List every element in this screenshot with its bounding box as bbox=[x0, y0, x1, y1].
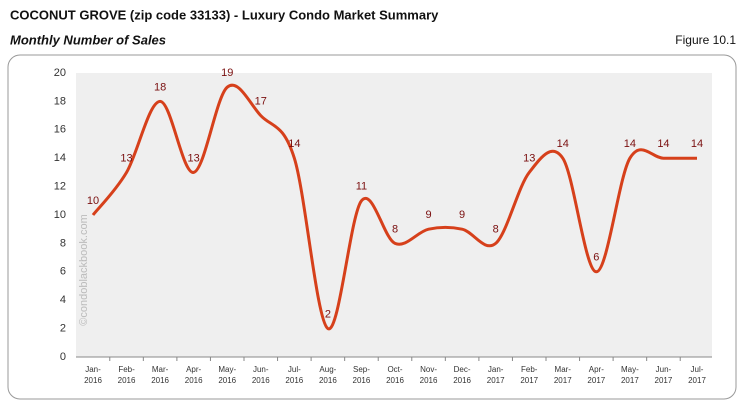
data-label: 13 bbox=[120, 152, 132, 164]
data-label: 11 bbox=[356, 181, 367, 193]
x-tick-label: Feb- 2017 bbox=[520, 365, 539, 385]
plot-area bbox=[76, 73, 712, 357]
x-tick-label: Feb- 2016 bbox=[117, 365, 136, 385]
y-tick-label: 20 bbox=[54, 67, 66, 79]
x-tick-label: Jul- 2016 bbox=[285, 365, 304, 385]
data-label: 9 bbox=[425, 209, 431, 221]
series-line bbox=[91, 83, 697, 331]
data-label: 14 bbox=[557, 138, 569, 150]
x-tick-label: May- 2016 bbox=[218, 365, 237, 385]
x-tick-label: Oct- 2016 bbox=[386, 365, 404, 385]
x-tick-label: Mar- 2017 bbox=[553, 365, 572, 385]
x-tick-label: Jun- 2017 bbox=[654, 365, 673, 385]
x-tick-label: Mar- 2016 bbox=[151, 365, 169, 385]
data-label: 14 bbox=[691, 138, 703, 150]
data-label: 6 bbox=[593, 252, 599, 264]
x-tick-label: Jan- 2016 bbox=[84, 365, 102, 385]
y-tick-label: 14 bbox=[54, 152, 66, 164]
y-tick-label: 16 bbox=[54, 124, 66, 136]
x-tick-label: Jan- 2017 bbox=[486, 365, 505, 385]
watermark: ©condoblackbook.com bbox=[78, 214, 90, 325]
data-label: 13 bbox=[188, 152, 200, 164]
data-label: 10 bbox=[87, 195, 99, 207]
y-tick-label: 18 bbox=[54, 95, 66, 107]
y-tick-label: 12 bbox=[54, 181, 66, 193]
y-tick-label: 4 bbox=[60, 294, 66, 306]
x-tick-label: Jun- 2016 bbox=[251, 365, 270, 385]
chart-frame bbox=[7, 54, 737, 400]
data-label: 14 bbox=[624, 138, 636, 150]
chart-title: COCONUT GROVE (zip code 33133) - Luxury … bbox=[10, 7, 439, 22]
data-label: 13 bbox=[523, 152, 535, 164]
x-tick-label: Jul- 2017 bbox=[688, 365, 706, 385]
figure-label: Figure 10.1 bbox=[675, 33, 736, 47]
x-tick-label: Apr- 2017 bbox=[587, 365, 606, 385]
chart-subtitle: Monthly Number of Sales bbox=[10, 32, 166, 47]
x-tick-label: Aug- 2016 bbox=[318, 365, 337, 385]
y-tick-label: 0 bbox=[60, 351, 66, 363]
y-tick-label: 8 bbox=[60, 237, 66, 249]
data-label: 8 bbox=[493, 223, 499, 235]
data-label: 17 bbox=[255, 96, 267, 108]
y-tick-label: 2 bbox=[60, 323, 66, 335]
y-tick-label: 6 bbox=[60, 266, 66, 278]
data-label: 9 bbox=[459, 209, 465, 221]
data-label: 2 bbox=[325, 309, 331, 321]
data-label: 19 bbox=[221, 67, 233, 79]
y-tick-label: 10 bbox=[54, 209, 66, 221]
x-tick-label: Sep- 2016 bbox=[352, 365, 371, 385]
x-tick-label: May- 2017 bbox=[620, 365, 639, 385]
data-label: 8 bbox=[392, 223, 398, 235]
x-tick-label: Dec- 2016 bbox=[453, 365, 471, 385]
data-label: 14 bbox=[657, 138, 669, 150]
x-tick-label: Nov- 2016 bbox=[419, 365, 438, 385]
data-label: 14 bbox=[288, 138, 300, 150]
x-tick-label: Apr- 2016 bbox=[184, 365, 203, 385]
data-label: 18 bbox=[154, 81, 166, 93]
